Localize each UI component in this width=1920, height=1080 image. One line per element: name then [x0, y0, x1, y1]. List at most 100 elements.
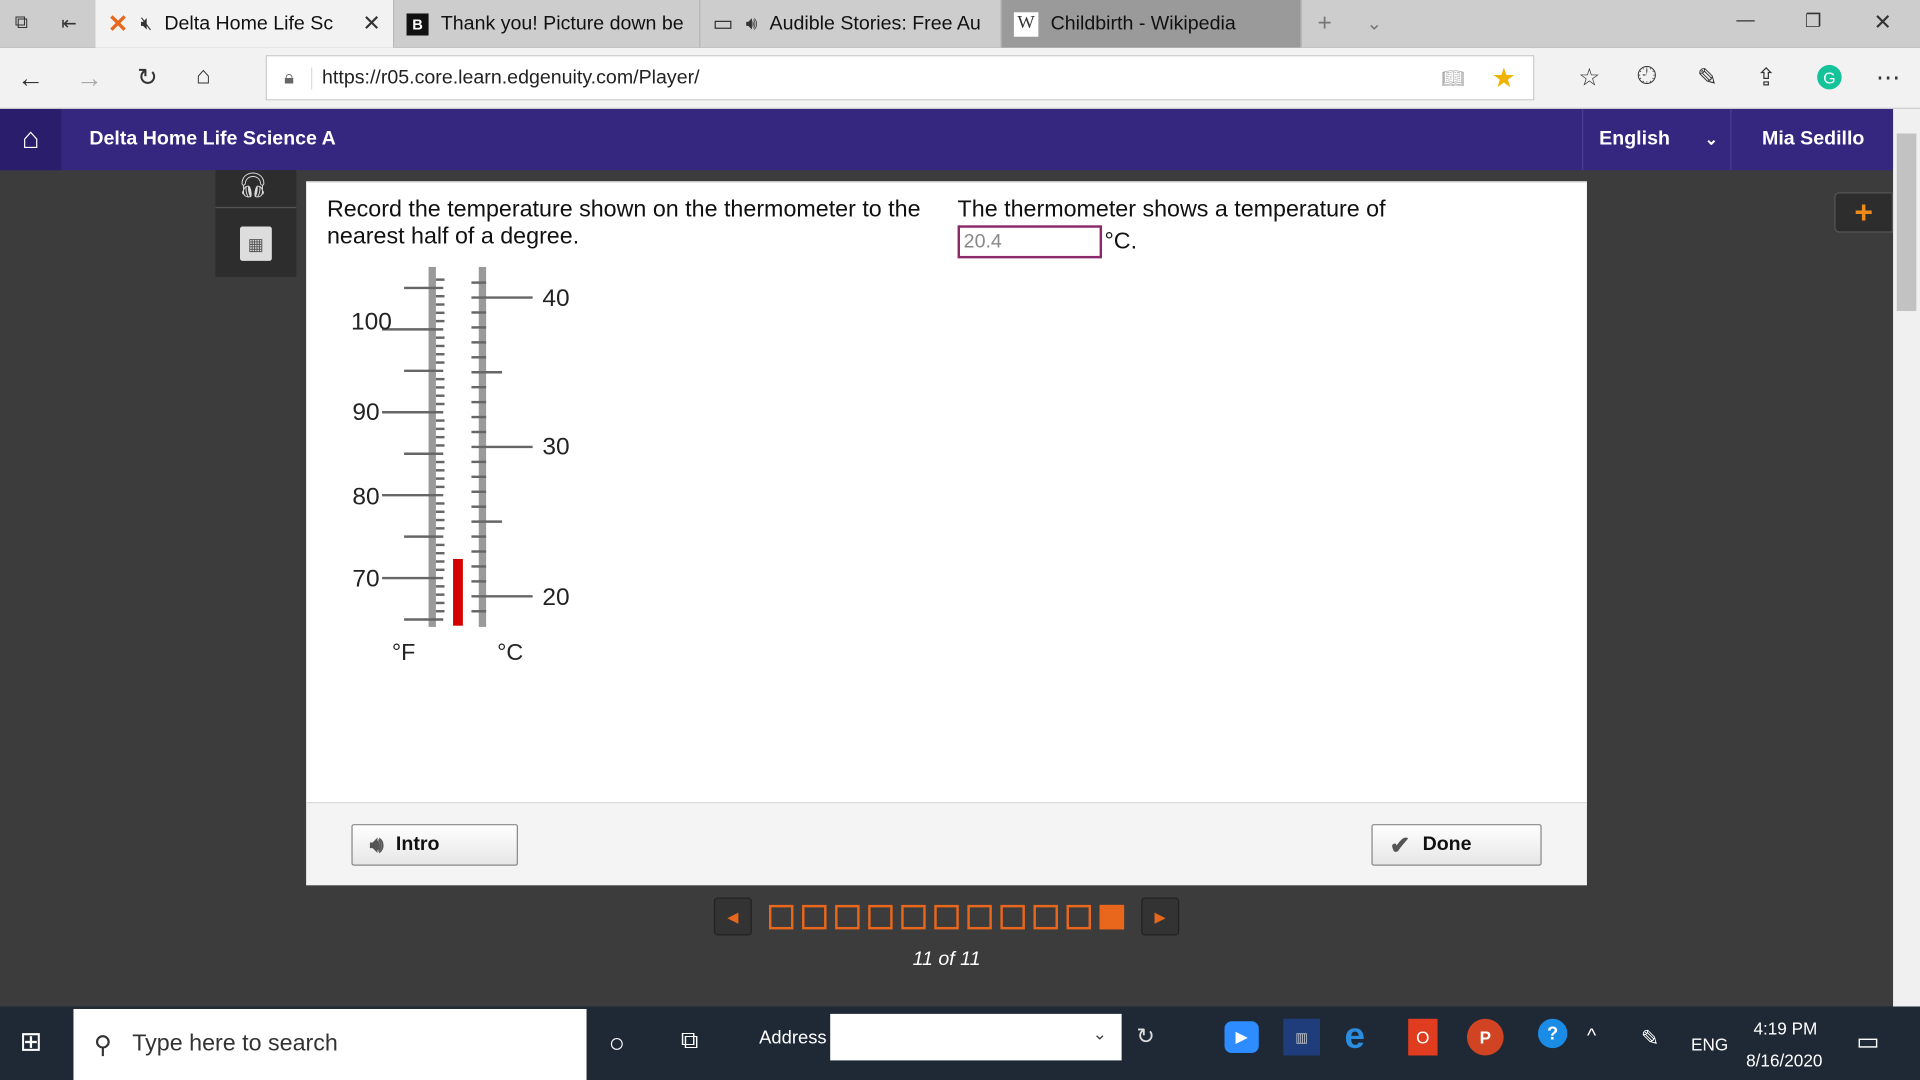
thermometer-image: 100 90 80 70 40 30 20 °F °C	[351, 266, 570, 665]
answer-unit: °C.	[1104, 228, 1138, 255]
next-arrow-icon[interactable]: ▶	[1141, 897, 1180, 936]
edge-browser-icon[interactable]: e	[1344, 1016, 1365, 1057]
tab-overview-icon[interactable]: ⧉	[14, 12, 28, 34]
wikipedia-w-icon: W	[1013, 11, 1039, 37]
page-counter: 11 of 11	[912, 948, 981, 970]
minimize-icon[interactable]: —	[1736, 9, 1755, 31]
previous-arrow-icon[interactable]: ◀	[713, 897, 752, 936]
c-label-20: 20	[542, 584, 569, 611]
user-menu[interactable]: Mia Sedillo	[1730, 108, 1893, 171]
go-refresh-icon[interactable]: ↻	[1136, 1023, 1155, 1049]
url-field[interactable]: 🔒︎ https://r05.core.learn.edgenuity.com/…	[265, 55, 1535, 101]
url-text: https://r05.core.learn.edgenuity.com/Pla…	[311, 66, 700, 89]
new-tab-icon[interactable]: +	[1317, 9, 1332, 37]
page-scrollbar[interactable]	[1893, 108, 1920, 1007]
notifications-icon[interactable]: ▭	[1856, 1028, 1880, 1056]
search-placeholder: Type here to search	[132, 1031, 338, 1057]
tab-bar: ⧉ ⇤ ✕ 🔇︎ Delta Home Life Sc ✕ B Thank yo…	[0, 0, 1920, 48]
pager: ◀ ▶	[713, 897, 1180, 936]
page-square-7[interactable]	[967, 904, 992, 929]
more-icon[interactable]: ⋯	[1875, 64, 1901, 92]
office-icon[interactable]: O	[1408, 1018, 1438, 1056]
answer-prefix: The thermometer shows a temperature of	[957, 197, 1386, 223]
expand-plus-button[interactable]: +	[1834, 192, 1894, 233]
favorite-star-icon[interactable]: ★	[1491, 61, 1516, 93]
done-button[interactable]: ✔ Done	[1371, 824, 1542, 866]
language-select[interactable]: English ⌄	[1582, 108, 1730, 171]
page-icon: ▭	[712, 11, 734, 36]
course-header: ⌂ Delta Home Life Science A English ⌄ Mi…	[0, 108, 1894, 171]
pen-workspace-icon[interactable]: ✎	[1640, 1026, 1660, 1051]
f-unit-label: °F	[392, 639, 415, 665]
course-title: Delta Home Life Science A	[89, 128, 336, 150]
cortana-icon[interactable]: ○	[608, 1027, 625, 1058]
f-label-70: 70	[352, 566, 379, 593]
close-window-icon[interactable]: ✕	[1873, 9, 1892, 35]
f-label-80: 80	[352, 483, 379, 510]
page-square-8[interactable]	[1000, 904, 1025, 929]
search-icon: ⚲	[93, 1031, 112, 1059]
set-aside-tabs-icon[interactable]: ⇤	[61, 13, 77, 35]
page-square-6[interactable]	[934, 904, 959, 929]
show-hidden-icons-chevron[interactable]: ^	[1586, 1026, 1597, 1047]
done-label: Done	[1422, 833, 1472, 855]
page-square-3[interactable]	[835, 904, 860, 929]
page-square-11[interactable]	[1099, 904, 1125, 929]
question-prompt: Record the temperature shown on the ther…	[326, 197, 921, 250]
tab-title: Audible Stories: Free Au	[769, 12, 981, 34]
refresh-icon[interactable]: ↻	[137, 64, 158, 92]
powerpoint-icon[interactable]: P	[1466, 1018, 1504, 1056]
back-icon[interactable]: ←	[17, 62, 45, 94]
tab-title: Thank you! Picture down be	[440, 12, 684, 34]
home-icon[interactable]: ⌂	[195, 62, 211, 90]
favorites-icon[interactable]: ☆	[1578, 64, 1601, 92]
checkmark-icon: ✔	[1389, 832, 1411, 859]
tab-wikipedia[interactable]: W Childbirth - Wikipedia	[1001, 0, 1302, 48]
activity-footer: 🔊︎ Intro ✔ Done	[306, 802, 1587, 886]
page-square-10[interactable]	[1066, 904, 1092, 929]
clock-date[interactable]: 8/16/2020	[1746, 1050, 1823, 1071]
restore-icon[interactable]: ❐	[1804, 11, 1822, 32]
intro-button[interactable]: 🔊︎ Intro	[351, 824, 518, 866]
app-icon[interactable]: ▥	[1283, 1018, 1321, 1056]
clock-time[interactable]: 4:19 PM	[1753, 1018, 1818, 1039]
calculator-icon[interactable]: ▦	[240, 226, 272, 261]
tool-panel: 🎧︎ ▦	[215, 170, 297, 277]
forward-icon[interactable]: →	[75, 62, 103, 94]
close-tab-icon[interactable]: ✕	[362, 11, 381, 36]
pen-icon[interactable]: ✎	[1697, 64, 1718, 92]
tab-title: Childbirth - Wikipedia	[1050, 12, 1236, 34]
history-icon[interactable]: 🕘︎	[1637, 62, 1657, 90]
question-panel: Record the temperature shown on the ther…	[306, 181, 1587, 803]
taskbar-search[interactable]: ⚲ Type here to search	[73, 1008, 587, 1080]
page-square-5[interactable]	[901, 904, 926, 929]
input-language[interactable]: ENG	[1691, 1034, 1729, 1055]
f-label-90: 90	[352, 399, 379, 426]
page-square-1[interactable]	[768, 904, 794, 929]
tab-audible[interactable]: ▭ 🔊︎ Audible Stories: Free Au	[700, 0, 1002, 48]
home-button[interactable]: ⌂	[0, 108, 62, 171]
tab-list-chevron-icon[interactable]: ⌄	[1366, 13, 1382, 35]
page-square-4[interactable]	[868, 904, 893, 929]
help-icon[interactable]: ?	[1537, 1018, 1568, 1049]
share-icon[interactable]: ⇪	[1755, 64, 1777, 92]
audio-icon: 🔊︎	[745, 13, 758, 35]
muted-icon[interactable]: 🔇︎	[140, 13, 153, 35]
task-view-icon[interactable]: ⧉	[680, 1027, 699, 1055]
reading-view-icon[interactable]: 📖︎	[1441, 67, 1465, 89]
address-toolbar-input[interactable]: ⌄	[830, 1013, 1122, 1061]
zoom-app-icon[interactable]: ▶	[1224, 1021, 1259, 1054]
address-toolbar-label: Address	[759, 1027, 827, 1049]
address-bar: ← → ↻ ⌂ 🔒︎ https://r05.core.learn.edgenu…	[0, 47, 1920, 109]
windows-start-icon[interactable]: ⊞	[19, 1026, 43, 1057]
fahrenheit-scale-bar	[428, 266, 436, 627]
tab-thank-you[interactable]: B Thank you! Picture down be	[394, 0, 701, 48]
page-square-9[interactable]	[1033, 904, 1058, 929]
grammarly-icon[interactable]: G	[1817, 64, 1842, 90]
page-square-2[interactable]	[802, 904, 827, 929]
headphones-icon[interactable]: 🎧︎	[237, 172, 269, 200]
tab-delta-home[interactable]: ✕ 🔇︎ Delta Home Life Sc ✕	[95, 0, 395, 48]
thermometer-liquid	[453, 558, 463, 626]
c-label-30: 30	[542, 433, 569, 460]
temperature-input[interactable]	[957, 225, 1103, 259]
